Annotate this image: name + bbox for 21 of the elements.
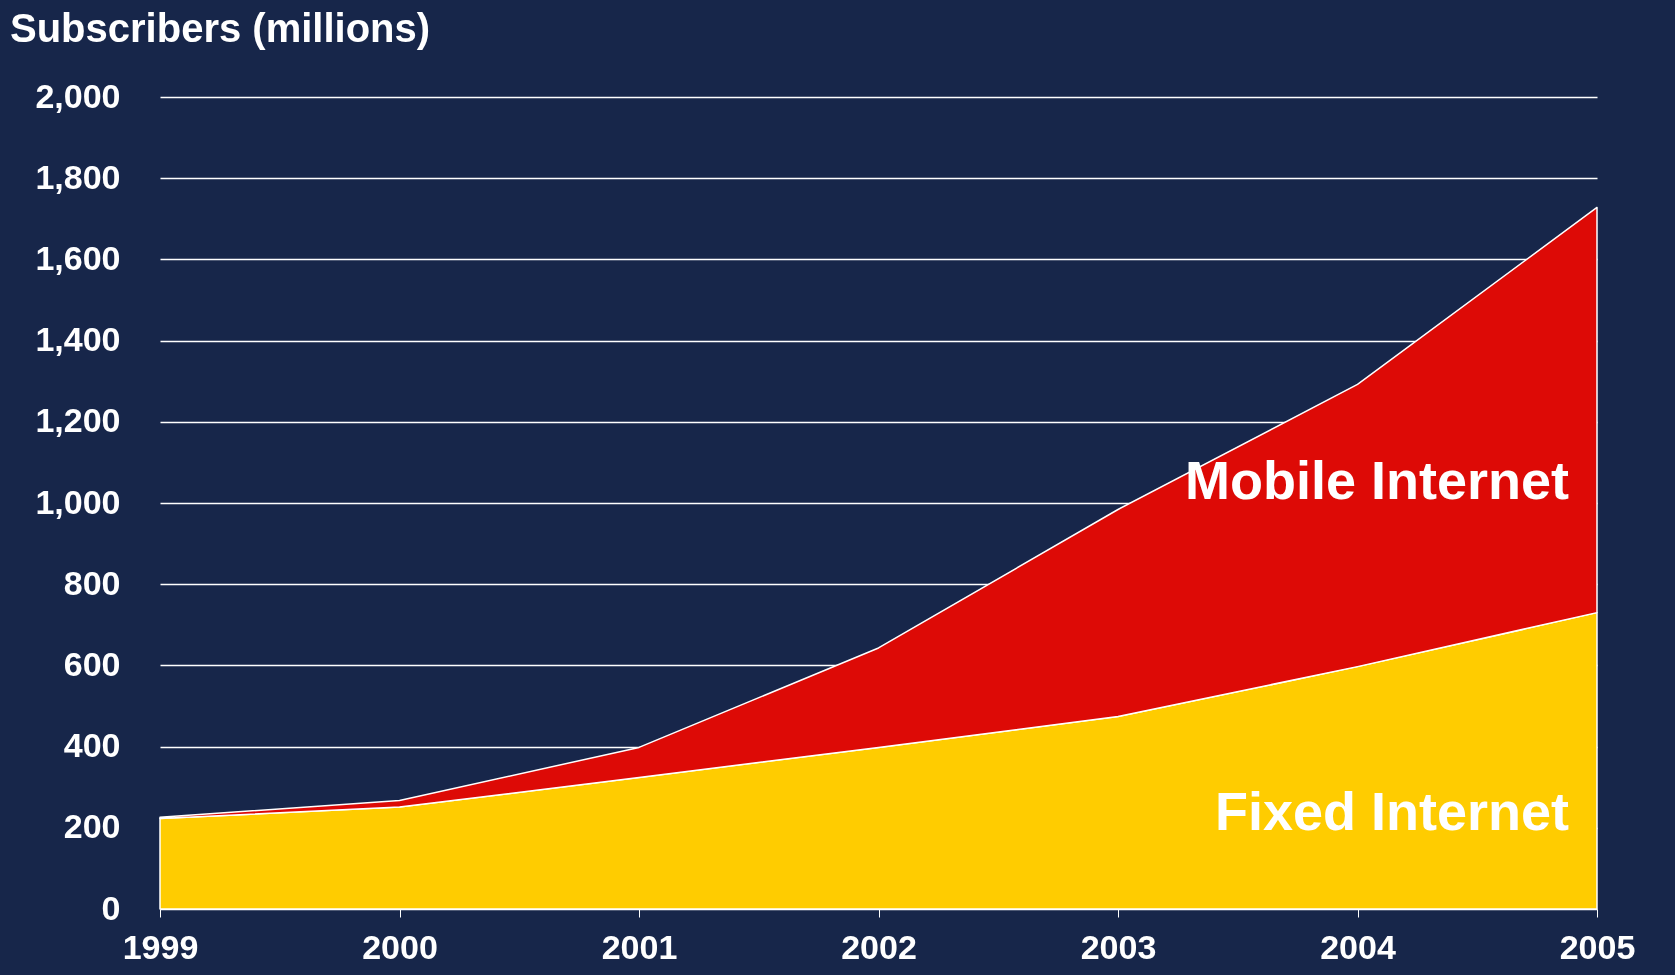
y-tick-label: 200 bbox=[63, 807, 121, 846]
y-tick-label: 600 bbox=[63, 644, 121, 683]
y-tick-label: 1,200 bbox=[35, 401, 121, 440]
x-tick-label: 2000 bbox=[362, 927, 438, 966]
y-tick-label: 0 bbox=[101, 888, 121, 927]
y-axis-title: Subscribers (millions) bbox=[10, 6, 431, 50]
y-tick-label: 800 bbox=[63, 563, 121, 602]
y-tick-label: 1,600 bbox=[35, 238, 121, 277]
x-tick-label: 2001 bbox=[601, 927, 678, 966]
x-tick-label: 2005 bbox=[1559, 927, 1636, 966]
x-tick-label: 1999 bbox=[122, 927, 199, 966]
y-tick-label: 2,000 bbox=[35, 76, 121, 115]
y-tick-label: 1,800 bbox=[35, 157, 121, 196]
x-tick-label: 2003 bbox=[1080, 927, 1157, 966]
x-tick-label: 2004 bbox=[1320, 927, 1396, 966]
y-tick-label: 400 bbox=[63, 726, 121, 765]
x-tick-label: 2002 bbox=[841, 927, 917, 966]
series-label: Mobile Internet bbox=[1184, 449, 1570, 510]
y-tick-label: 1,400 bbox=[35, 320, 121, 359]
y-tick-label: 1,000 bbox=[35, 482, 121, 521]
series-label: Fixed Internet bbox=[1214, 781, 1570, 842]
